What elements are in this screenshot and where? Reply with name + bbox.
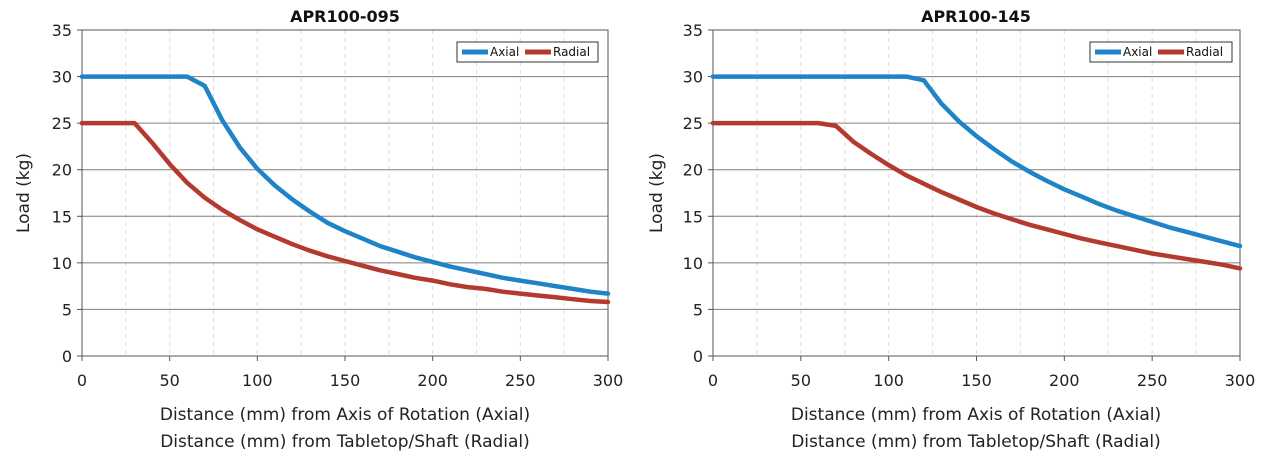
x-tick-labels: 0 50 100 150 200 250 300 bbox=[77, 356, 623, 390]
chart-apr100-145: APR100-145 0 5 10 15 20 25 30 35 0 50 100 150 200 25… bbox=[647, 7, 1255, 452]
y-tick-label: 5 bbox=[62, 300, 72, 319]
y-tick-label: 20 bbox=[683, 161, 703, 180]
y-tick-labels: 0 5 10 15 20 25 30 35 bbox=[52, 21, 82, 366]
x-tick-label: 0 bbox=[77, 371, 87, 390]
legend: Axial Radial bbox=[456, 41, 599, 63]
chart-title: APR100-095 bbox=[290, 7, 400, 26]
x-tick-label: 100 bbox=[242, 371, 273, 390]
y-tick-labels: 0 5 10 15 20 25 30 35 bbox=[683, 21, 713, 366]
series-line-radial bbox=[79, 120, 611, 305]
y-tick-label: 30 bbox=[683, 68, 703, 87]
y-tick-label: 10 bbox=[52, 254, 72, 273]
x-tick-label: 50 bbox=[159, 371, 179, 390]
legend-label-axial: Axial bbox=[1123, 45, 1152, 59]
series-line-radial bbox=[710, 120, 1243, 271]
series-lines bbox=[79, 74, 611, 305]
x-tick-label: 250 bbox=[1137, 371, 1168, 390]
x-tick-label: 250 bbox=[505, 371, 536, 390]
x-tick-label: 200 bbox=[1049, 371, 1080, 390]
x-axis-label-axial: Distance (mm) from Axis of Rotation (Axi… bbox=[791, 405, 1161, 425]
legend-label-radial: Radial bbox=[1186, 45, 1223, 59]
x-tick-label: 100 bbox=[873, 371, 904, 390]
legend-label-radial: Radial bbox=[553, 45, 590, 59]
grid bbox=[713, 30, 1240, 356]
chart-apr100-095: APR100-095 0 5 10 15 20 25 30 35 0 50 100 150 200 25… bbox=[14, 7, 623, 452]
y-tick-label: 15 bbox=[52, 207, 72, 226]
y-tick-label: 25 bbox=[52, 114, 72, 133]
legend-label-axial: Axial bbox=[490, 45, 519, 59]
x-tick-label: 300 bbox=[593, 371, 624, 390]
x-tick-label: 50 bbox=[791, 371, 811, 390]
legend: Axial Radial bbox=[1089, 41, 1233, 63]
x-tick-label: 200 bbox=[417, 371, 448, 390]
y-tick-label: 0 bbox=[693, 347, 703, 366]
y-axis-label: Load (kg) bbox=[647, 153, 667, 233]
grid bbox=[82, 30, 608, 356]
x-axis-label-radial: Distance (mm) from Tabletop/Shaft (Radia… bbox=[791, 432, 1161, 452]
x-axis-label-axial: Distance (mm) from Axis of Rotation (Axi… bbox=[160, 405, 530, 425]
y-tick-label: 35 bbox=[52, 21, 72, 40]
series-line-axial bbox=[79, 74, 611, 296]
x-tick-label: 150 bbox=[330, 371, 361, 390]
y-tick-label: 15 bbox=[683, 207, 703, 226]
series-line-axial bbox=[710, 74, 1243, 249]
y-tick-label: 25 bbox=[683, 114, 703, 133]
x-tick-labels: 0 50 100 150 200 250 300 bbox=[708, 356, 1255, 390]
x-axis-label-radial: Distance (mm) from Tabletop/Shaft (Radia… bbox=[160, 432, 530, 452]
x-tick-label: 300 bbox=[1225, 371, 1256, 390]
chart-title: APR100-145 bbox=[921, 7, 1031, 26]
y-tick-label: 35 bbox=[683, 21, 703, 40]
x-tick-label: 0 bbox=[708, 371, 718, 390]
y-tick-label: 20 bbox=[52, 161, 72, 180]
x-tick-label: 150 bbox=[961, 371, 992, 390]
y-tick-label: 0 bbox=[62, 347, 72, 366]
y-tick-label: 5 bbox=[693, 300, 703, 319]
y-axis-label: Load (kg) bbox=[14, 153, 34, 233]
series-lines bbox=[710, 74, 1243, 271]
y-tick-label: 30 bbox=[52, 68, 72, 87]
y-tick-label: 10 bbox=[683, 254, 703, 273]
